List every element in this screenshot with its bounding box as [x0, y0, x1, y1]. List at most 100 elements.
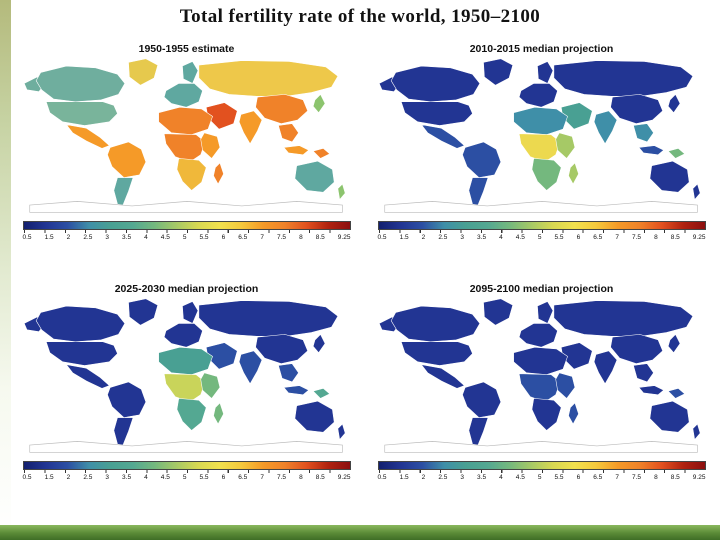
- region-southernafrica: [531, 158, 562, 191]
- scale-tick: 5: [537, 234, 542, 241]
- scale-tick: 9.25: [692, 234, 706, 241]
- scale-tick: 4.5: [515, 474, 525, 481]
- region-russia: [198, 60, 338, 97]
- color-scale-ticks: 0.5 1.5 2 2.5 3 3.5 4 4.5 5 5.5 6 6.5 7 7.5 8 8.5 9.25: [378, 234, 706, 241]
- scale-tick: 7.5: [276, 234, 287, 241]
- region-newzealand: [692, 423, 700, 441]
- region-australia: [294, 160, 334, 193]
- region-japan: [667, 333, 680, 354]
- region-madagascar: [212, 162, 224, 185]
- scale-tick: 3: [460, 474, 465, 481]
- color-scale-legend: 0.5 1.5 2 2.5 3 3.5 4 4.5 5 5.5 6 6.5 7 7.5 8 8.5 9.25: [22, 461, 351, 481]
- map-panel-2025-2030: 2025-2030 median projection 0.5 1.5 2 2.5 3 3…: [14, 280, 359, 520]
- region-southamerica: [461, 381, 501, 418]
- region-greenland: [127, 298, 158, 326]
- map-title: 1950-1955 estimate: [138, 43, 235, 55]
- region-japan: [667, 93, 680, 114]
- scale-tick: 4: [144, 474, 148, 481]
- region-westafrica: [518, 373, 561, 403]
- region-seasia: [277, 363, 299, 383]
- region-seasia: [277, 123, 299, 143]
- region-southernafrica: [176, 158, 207, 191]
- color-scale-bar: [22, 221, 351, 230]
- color-scale-bar: [22, 461, 351, 470]
- region-westafrica: [518, 133, 561, 163]
- scale-tick: 8: [299, 474, 303, 481]
- scale-tick: 1.5: [44, 234, 54, 241]
- region-scandinavia: [536, 61, 553, 84]
- region-eastafrica: [554, 372, 575, 399]
- region-northafrica: [157, 346, 213, 375]
- world-map-2010-2015: [378, 58, 700, 213]
- region-canada: [35, 65, 125, 102]
- region-madagascar: [212, 402, 224, 425]
- region-china: [254, 334, 308, 364]
- region-usa: [45, 101, 118, 126]
- color-scale-bar: [377, 461, 706, 470]
- region-usa: [400, 101, 473, 126]
- world-map-2025-2030: [23, 298, 345, 453]
- region-newguinea: [312, 388, 330, 399]
- region-indonesia: [282, 145, 309, 156]
- scale-tick: 4.5: [160, 234, 170, 241]
- region-mexico: [65, 124, 110, 149]
- scale-tick: 9.25: [337, 474, 351, 481]
- scale-tick: 6.5: [238, 474, 248, 481]
- scale-tick: 5.5: [199, 234, 209, 241]
- region-argentina: [113, 177, 133, 206]
- region-newguinea: [667, 388, 685, 399]
- region-russia: [198, 300, 338, 337]
- scale-tick: 5.5: [554, 234, 564, 241]
- map-grid: 1950-1955 estimate 0.5 1.5 2 2.5 3 3.5 4 4.5 5 5.…: [14, 40, 714, 520]
- scale-tick: 5.5: [554, 474, 564, 481]
- region-northafrica: [512, 346, 568, 375]
- scale-tick: 8.5: [670, 474, 680, 481]
- scale-tick: 7.5: [631, 234, 642, 241]
- scale-tick: 8.5: [315, 474, 325, 481]
- region-seasia: [632, 363, 654, 383]
- scale-tick: 0.5: [377, 474, 387, 481]
- color-scale-tickmarks: [23, 230, 350, 233]
- scale-tick: 3.5: [477, 234, 487, 241]
- region-greenland: [127, 58, 158, 86]
- scale-tick: 8: [654, 474, 658, 481]
- region-india: [593, 350, 617, 385]
- region-argentina: [468, 177, 488, 206]
- world-map-2095-2100: [378, 298, 700, 453]
- scale-tick: 7.5: [631, 474, 642, 481]
- region-greenland: [482, 58, 513, 86]
- region-scandinavia: [536, 301, 553, 324]
- color-scale-tickmarks: [23, 470, 350, 473]
- region-australia: [649, 160, 689, 193]
- map-panel-1950-1955: 1950-1955 estimate 0.5 1.5 2 2.5 3 3.5 4 4.5 5 5.…: [14, 40, 359, 280]
- region-scandinavia: [181, 301, 198, 324]
- scale-tick: 9.25: [692, 474, 706, 481]
- scale-tick: 1.5: [399, 474, 409, 481]
- color-scale-legend: 0.5 1.5 2 2.5 3 3.5 4 4.5 5 5.5 6 6.5 7 7.5 8 8.5 9.25: [377, 221, 706, 241]
- region-westafrica: [163, 133, 206, 163]
- region-northafrica: [157, 106, 213, 135]
- region-russia: [553, 60, 693, 97]
- world-map-1950-1955: [23, 58, 345, 213]
- region-seasia: [632, 123, 654, 143]
- scale-tick: 3: [105, 234, 110, 241]
- region-antarctica: [28, 441, 343, 453]
- scale-tick: 4: [499, 234, 503, 241]
- region-northafrica: [512, 106, 568, 135]
- region-india: [593, 110, 617, 145]
- region-india: [238, 110, 262, 145]
- scale-tick: 6: [221, 474, 226, 481]
- scale-tick: 0.5: [377, 234, 387, 241]
- scale-tick: 8: [654, 234, 658, 241]
- region-australia: [649, 400, 689, 433]
- scale-tick: 3.5: [477, 474, 487, 481]
- scale-tick: 8.5: [670, 234, 680, 241]
- scale-tick: 2: [66, 474, 71, 481]
- scale-tick: 0.5: [22, 234, 32, 241]
- region-indonesia: [282, 385, 309, 396]
- scale-tick: 9.25: [337, 234, 351, 241]
- region-europe: [518, 323, 558, 348]
- color-scale-bar: [377, 221, 706, 230]
- region-europe: [163, 323, 203, 348]
- scale-tick: 3: [105, 474, 110, 481]
